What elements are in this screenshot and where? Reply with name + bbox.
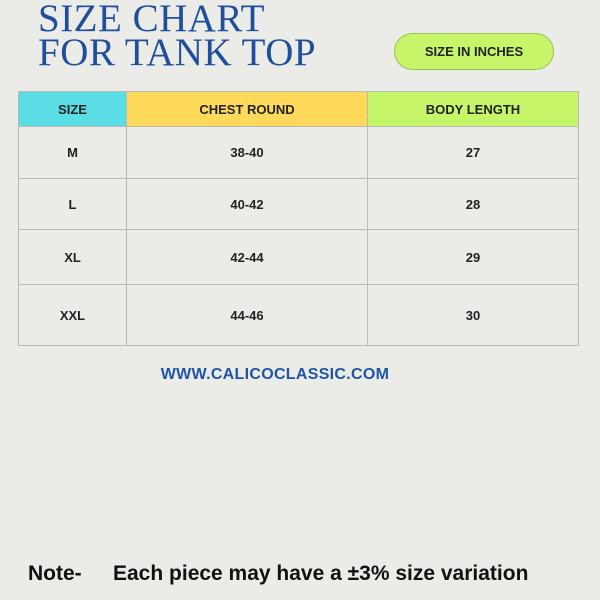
cell-chest: 40-42: [126, 178, 368, 230]
cell-length: 29: [367, 229, 579, 285]
cell-size: M: [18, 126, 127, 179]
website-link[interactable]: WWW.CALICOCLASSIC.COM: [160, 366, 390, 383]
cell-length: 28: [367, 178, 579, 230]
cell-size: XXL: [18, 284, 127, 346]
title-line-2: FOR TANK TOP: [38, 31, 317, 74]
note-label: Note-: [28, 562, 82, 585]
cell-chest: 42-44: [126, 229, 368, 285]
header-chest: CHEST ROUND: [126, 91, 368, 127]
header-length: BODY LENGTH: [367, 91, 579, 127]
table-row: XL 42-44 29: [18, 229, 579, 285]
cell-length: 30: [367, 284, 579, 346]
unit-badge: SIZE IN INCHES: [394, 33, 554, 70]
header-size: SIZE: [18, 91, 127, 127]
table-row: M 38-40 27: [18, 126, 579, 179]
cell-chest: 38-40: [126, 126, 368, 179]
cell-length: 27: [367, 126, 579, 179]
table-row: L 40-42 28: [18, 178, 579, 230]
cell-size: XL: [18, 229, 127, 285]
cell-chest: 44-46: [126, 284, 368, 346]
page-title: SIZE CHART FOR TANK TOP: [38, 0, 317, 74]
title-line-1: SIZE CHART: [38, 0, 265, 40]
table-row: XXL 44-46 30: [18, 284, 579, 346]
cell-size: L: [18, 178, 127, 230]
table-header-row: SIZE CHEST ROUND BODY LENGTH: [18, 91, 579, 127]
note-text: Each piece may have a ±3% size variation: [113, 562, 529, 585]
